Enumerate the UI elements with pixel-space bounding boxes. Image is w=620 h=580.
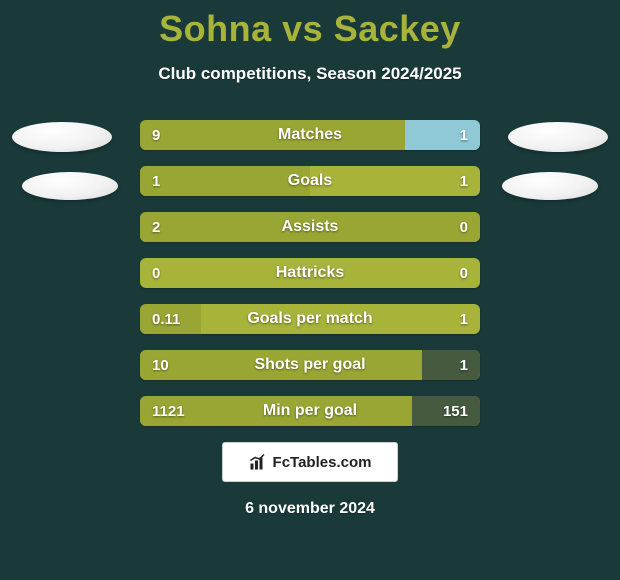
stat-row: Shots per goal101	[140, 350, 480, 380]
stat-row: Min per goal1121151	[140, 396, 480, 426]
player-left-avatar-1	[12, 122, 112, 152]
stat-row: Hattricks0 0	[140, 258, 480, 288]
player-left-avatar-2	[22, 172, 118, 200]
stat-row: Assists20	[140, 212, 480, 242]
brand-text: FcTables.com	[273, 454, 372, 471]
stat-value-right: 0	[460, 258, 468, 288]
stat-row: Matches91	[140, 120, 480, 150]
stat-bar-left	[140, 120, 405, 150]
page-title: Sohna vs Sackey	[0, 0, 620, 50]
stat-label: Hattricks	[140, 258, 480, 288]
stat-bar-left	[140, 212, 480, 242]
stat-value-right: 1	[460, 304, 468, 334]
stat-row: Goals11	[140, 166, 480, 196]
comparison-bars: Matches91 Goals11 Assists20 Hattricks0 0 Goal…	[140, 120, 480, 426]
player-right-avatar-2	[502, 172, 598, 200]
brand-chart-icon	[249, 453, 267, 471]
stat-bar-left	[140, 166, 310, 196]
footer-date: 6 november 2024	[0, 500, 620, 518]
stat-bar-left	[140, 304, 201, 334]
stat-bar-right	[405, 120, 480, 150]
stat-row: Goals per match0.111	[140, 304, 480, 334]
stat-bar-right	[412, 396, 480, 426]
stat-value-left: 0	[152, 258, 160, 288]
brand-box: FcTables.com	[222, 442, 398, 482]
stat-bar-right	[422, 350, 480, 380]
stat-value-right: 1	[460, 166, 468, 196]
player-right-avatar-1	[508, 122, 608, 152]
page-subtitle: Club competitions, Season 2024/2025	[0, 64, 620, 84]
